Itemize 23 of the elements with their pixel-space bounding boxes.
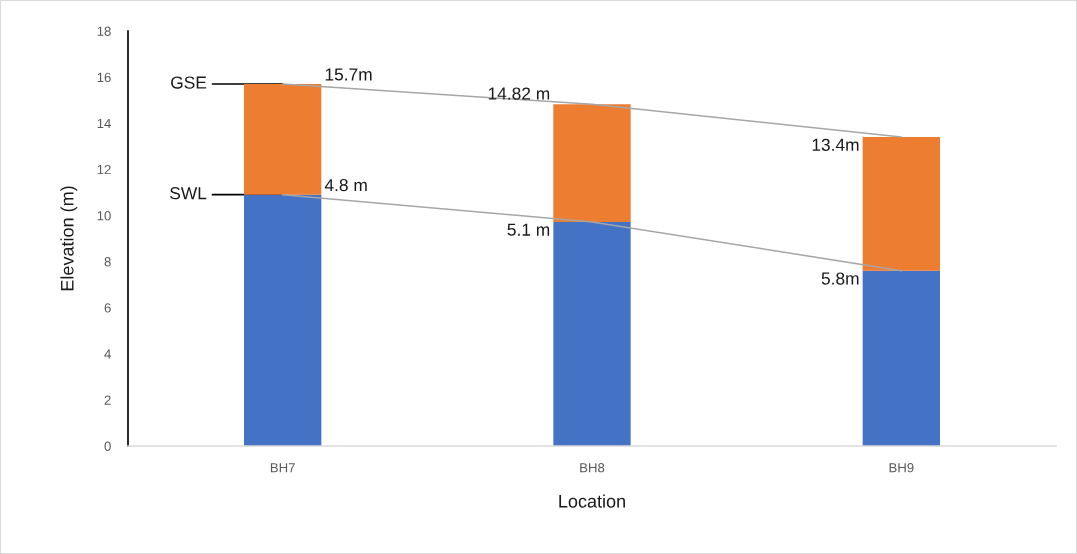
y-tick-label: 2: [104, 395, 111, 405]
y-tick-label: 8: [104, 257, 111, 267]
total-label: 15.7m: [325, 68, 372, 81]
y-tick-label: 18: [97, 26, 111, 36]
x-tick-label: BH9: [889, 463, 914, 473]
y-tick-label: 14: [97, 118, 111, 128]
annotation: 5.8m: [821, 272, 859, 285]
y-tick-label: 0: [104, 441, 111, 451]
y-axis-title: Elevation (m): [60, 186, 78, 291]
total-label: 13.4m: [812, 138, 859, 151]
x-tick-label: BH8: [580, 463, 605, 473]
y-tick-label: 4: [104, 349, 111, 359]
y-tick-label: 16: [97, 72, 111, 83]
x-axis-title: Location: [559, 494, 625, 508]
annotation: GSE: [171, 76, 207, 89]
y-tick-label: 6: [104, 303, 111, 313]
annotation: 5.1 m: [507, 223, 550, 236]
y-tick-label: 12: [97, 164, 111, 175]
annotation: 4.8 m: [324, 178, 367, 192]
x-tick-label: BH7: [270, 463, 295, 473]
annotation: SWL: [170, 187, 207, 200]
y-tick-label: 10: [97, 211, 111, 221]
total-label: 14.82 m: [488, 87, 550, 100]
